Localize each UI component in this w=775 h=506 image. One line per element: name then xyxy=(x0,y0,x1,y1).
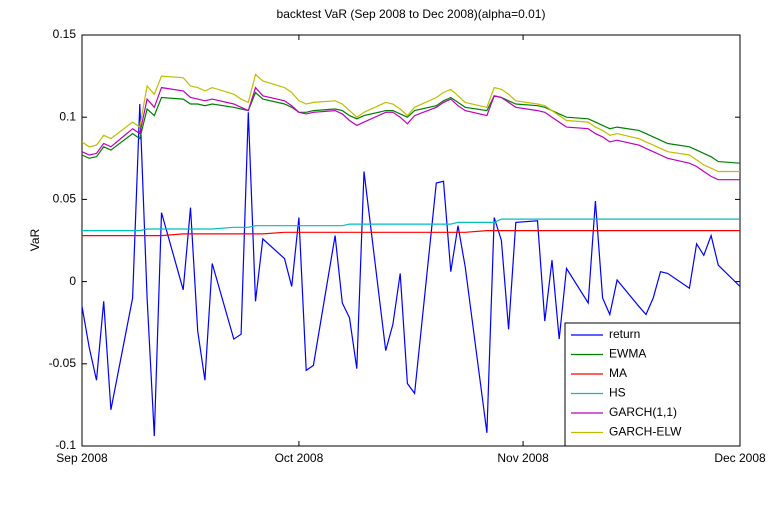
series-line xyxy=(81,103,741,437)
series-line xyxy=(82,230,740,237)
x-tick-label: Sep 2008 xyxy=(56,451,108,465)
y-tick-label: 0.1 xyxy=(59,109,76,123)
legend-label: EWMA xyxy=(609,347,646,361)
series-line xyxy=(82,218,740,232)
legend-label: return xyxy=(609,327,640,341)
legend-label: HS xyxy=(609,386,626,400)
y-axis-label: VaR xyxy=(28,228,42,251)
x-tick-label: Dec 2008 xyxy=(714,451,766,465)
legend-label: GARCH-ELW xyxy=(609,425,682,439)
series-line xyxy=(81,91,741,164)
y-tick-label: 0.15 xyxy=(53,27,77,41)
legend-box xyxy=(564,322,741,447)
y-tick-label: 0.05 xyxy=(53,192,77,206)
y-tick-label: -0.1 xyxy=(55,438,76,452)
chart-title: backtest VaR (Sep 2008 to Dec 2008)(alph… xyxy=(277,7,546,21)
legend-label: MA xyxy=(609,366,627,380)
y-tick-label: 0 xyxy=(69,274,76,288)
y-tick-label: -0.05 xyxy=(49,356,77,370)
series-line xyxy=(81,73,740,173)
x-tick-label: Oct 2008 xyxy=(275,451,324,465)
legend-label: GARCH(1,1) xyxy=(609,405,677,419)
x-tick-label: Nov 2008 xyxy=(497,451,549,465)
series-line xyxy=(81,86,740,181)
